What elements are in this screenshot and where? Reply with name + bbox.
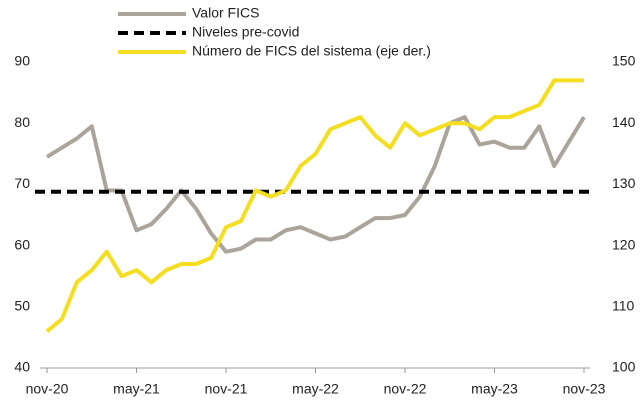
y-tick-label: 50 (14, 298, 30, 314)
y2-tick-label: 120 (612, 236, 636, 252)
x-tick-label: may-23 (471, 381, 518, 397)
legend-label: Valor FICS (192, 5, 259, 21)
y-tick-label: 60 (14, 236, 30, 252)
y2-tick-label: 130 (612, 175, 636, 191)
y-tick-label: 40 (14, 359, 30, 375)
y2-tick-label: 150 (612, 53, 636, 69)
series-line (45, 115, 586, 254)
legend-label: Niveles pre-covid (192, 24, 299, 40)
y-tick-label: 90 (14, 53, 30, 69)
y2-tick-label: 140 (612, 114, 636, 130)
y2-tick-label: 110 (612, 298, 635, 314)
x-tick-label: nov-22 (384, 381, 427, 397)
y-tick-label: 70 (14, 175, 30, 191)
x-tick-label: may-21 (113, 381, 160, 397)
x-tick-label: nov-20 (26, 381, 69, 397)
series-line (45, 78, 584, 333)
y-tick-label: 80 (14, 114, 30, 130)
y2-tick-label: 100 (612, 359, 636, 375)
x-tick-label: nov-23 (563, 381, 606, 397)
x-tick-label: nov-21 (205, 381, 248, 397)
legend-label: Número de FICS del sistema (eje der.) (192, 43, 431, 59)
x-tick-label: may-22 (292, 381, 339, 397)
